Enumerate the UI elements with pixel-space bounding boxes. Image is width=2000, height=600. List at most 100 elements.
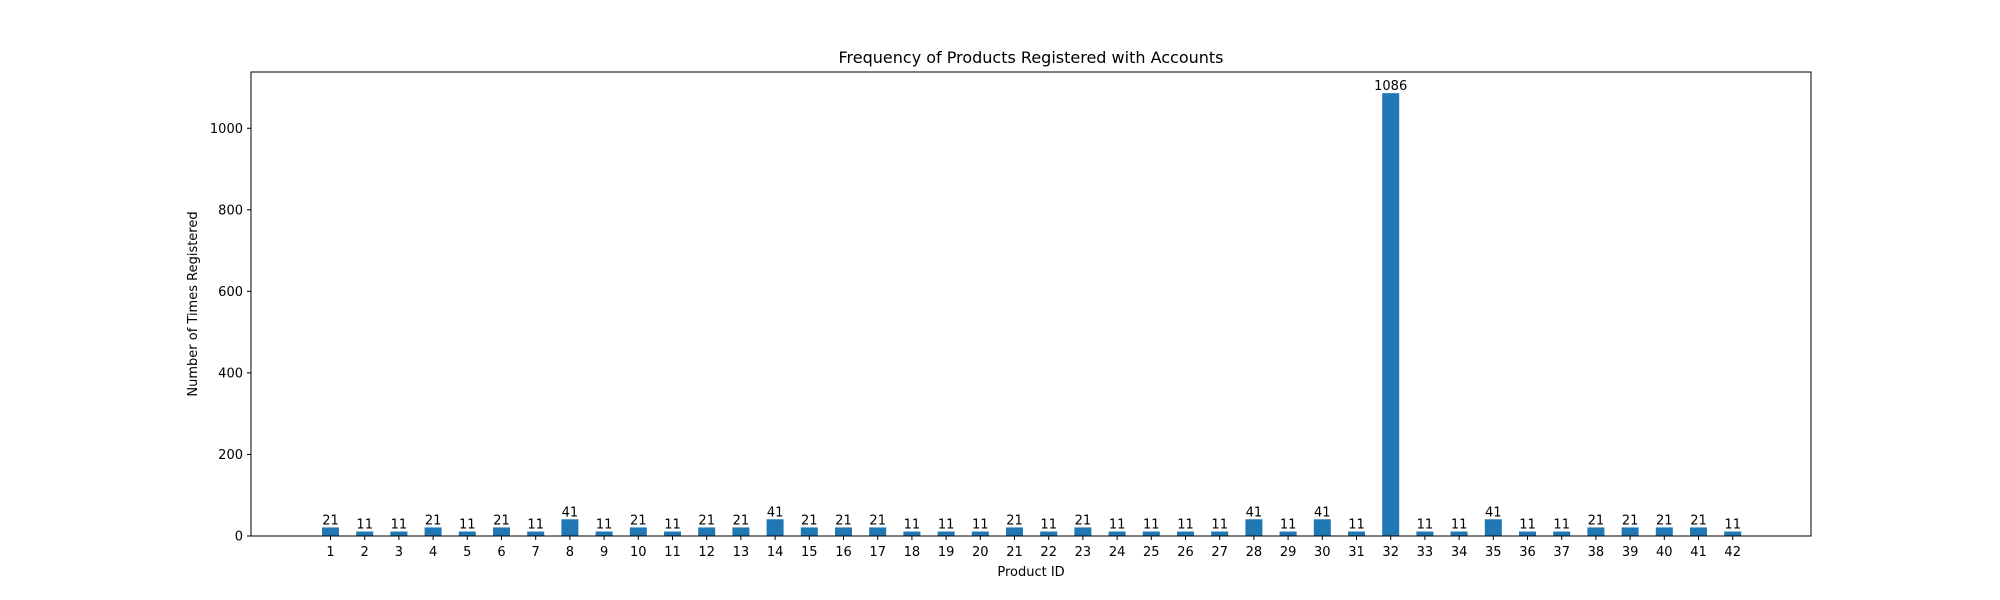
- x-tick-label: 5: [463, 545, 471, 560]
- bar-product-12: [698, 527, 716, 536]
- y-axis: 0 200 400 600 800 1000: [210, 122, 251, 545]
- x-tick-label: 9: [600, 545, 608, 560]
- bar-product-34: [1450, 531, 1468, 536]
- bar-product-38: [1587, 527, 1605, 536]
- x-tick-label: 21: [1006, 545, 1023, 560]
- data-label-product-40: 21: [1656, 513, 1673, 528]
- x-tick-label: 12: [698, 545, 715, 560]
- x-tick-label: 11: [664, 545, 681, 560]
- bar-product-14: [766, 519, 784, 536]
- bar-product-32: [1382, 93, 1400, 537]
- y-tick-label: 600: [218, 285, 243, 300]
- x-tick-label: 23: [1075, 545, 1092, 560]
- bar-product-8: [561, 519, 579, 536]
- data-label-product-15: 21: [801, 513, 818, 528]
- x-tick-label: 6: [497, 545, 505, 560]
- data-label-product-12: 21: [698, 513, 715, 528]
- data-label-product-19: 11: [938, 518, 955, 533]
- x-tick-label: 28: [1246, 545, 1263, 560]
- x-tick-label: 22: [1040, 545, 1057, 560]
- y-tick-label: 800: [218, 203, 243, 218]
- x-tick-label: 39: [1622, 545, 1639, 560]
- x-tick-label: 36: [1519, 545, 1536, 560]
- bar-product-42: [1724, 531, 1742, 536]
- bar-product-4: [424, 527, 442, 536]
- data-label-product-14: 41: [767, 505, 784, 520]
- x-tick-label: 42: [1724, 545, 1741, 560]
- x-tick-label: 13: [733, 545, 750, 560]
- data-label-product-33: 11: [1417, 518, 1434, 533]
- bar-product-18: [903, 531, 921, 536]
- bar-product-30: [1313, 519, 1331, 536]
- data-label-product-32: 1086: [1374, 79, 1407, 94]
- x-axis: 1 2 3 4 5 6 7 8 9 10 11 12 13 14 15 16 17 18 19 20 21 22 23 24 2…: [326, 536, 1741, 560]
- x-tick-label: 32: [1382, 545, 1399, 560]
- data-label-product-13: 21: [733, 513, 750, 528]
- bar-product-10: [629, 527, 647, 536]
- data-label-product-16: 21: [835, 513, 852, 528]
- bar-product-21: [1006, 527, 1023, 536]
- x-tick-label: 7: [532, 545, 540, 560]
- plot-frame: [250, 71, 1812, 537]
- bar-product-40: [1655, 527, 1673, 536]
- bar-product-5: [458, 531, 476, 536]
- y-tick-label: 200: [218, 448, 243, 463]
- data-label-product-18: 11: [904, 518, 921, 533]
- bar-product-25: [1142, 531, 1160, 536]
- data-label-product-38: 21: [1588, 513, 1605, 528]
- bar-product-13: [732, 527, 750, 536]
- data-label-product-41: 21: [1690, 513, 1707, 528]
- x-tick-label: 4: [429, 545, 437, 560]
- chart-title: Frequency of Products Registered with Ac…: [839, 48, 1224, 67]
- x-tick-label: 10: [630, 545, 647, 560]
- data-label-product-17: 21: [869, 513, 886, 528]
- bar-product-28: [1245, 519, 1263, 536]
- data-label-product-27: 11: [1211, 518, 1228, 533]
- y-tick-label: 1000: [210, 122, 243, 137]
- x-tick-label: 33: [1417, 545, 1434, 560]
- data-label-product-6: 21: [493, 513, 510, 528]
- data-label-product-20: 11: [972, 518, 989, 533]
- data-label-product-8: 41: [562, 505, 579, 520]
- x-tick-label: 3: [395, 545, 403, 560]
- x-tick-label: 40: [1656, 545, 1673, 560]
- bar-product-1: [322, 527, 339, 536]
- data-label-product-10: 21: [630, 513, 647, 528]
- data-label-product-39: 21: [1622, 513, 1639, 528]
- data-label-product-1: 21: [322, 513, 339, 528]
- bar-product-29: [1279, 531, 1297, 536]
- x-tick-label: 16: [835, 545, 852, 560]
- x-axis-label: Product ID: [997, 565, 1064, 580]
- bar-product-16: [835, 527, 852, 536]
- x-tick-label: 41: [1690, 545, 1707, 560]
- x-tick-label: 27: [1211, 545, 1228, 560]
- bar-product-31: [1348, 531, 1365, 536]
- data-label-product-11: 11: [664, 518, 681, 533]
- x-tick-label: 38: [1588, 545, 1605, 560]
- data-label-product-25: 11: [1143, 518, 1160, 533]
- data-label-product-29: 11: [1280, 518, 1297, 533]
- bar-product-17: [869, 527, 887, 536]
- bar-product-15: [800, 527, 818, 536]
- x-tick-label: 35: [1485, 545, 1502, 560]
- bar-product-23: [1074, 527, 1092, 536]
- x-tick-label: 2: [361, 545, 369, 560]
- data-label-product-31: 11: [1348, 518, 1365, 533]
- data-label-product-21: 21: [1006, 513, 1023, 528]
- y-axis-label: Number of Times Registered: [186, 211, 201, 396]
- bar-product-39: [1621, 527, 1639, 536]
- x-tick-label: 17: [869, 545, 886, 560]
- bar-product-2: [356, 531, 374, 536]
- bar-product-27: [1211, 531, 1229, 536]
- data-label-product-37: 11: [1553, 518, 1570, 533]
- x-tick-label: 18: [904, 545, 921, 560]
- bars-group: [322, 93, 1742, 537]
- data-label-product-3: 11: [391, 518, 408, 533]
- bar-product-24: [1108, 531, 1126, 536]
- bar-product-3: [390, 531, 408, 536]
- x-tick-label: 26: [1177, 545, 1194, 560]
- bar-product-37: [1553, 531, 1571, 536]
- x-tick-label: 25: [1143, 545, 1160, 560]
